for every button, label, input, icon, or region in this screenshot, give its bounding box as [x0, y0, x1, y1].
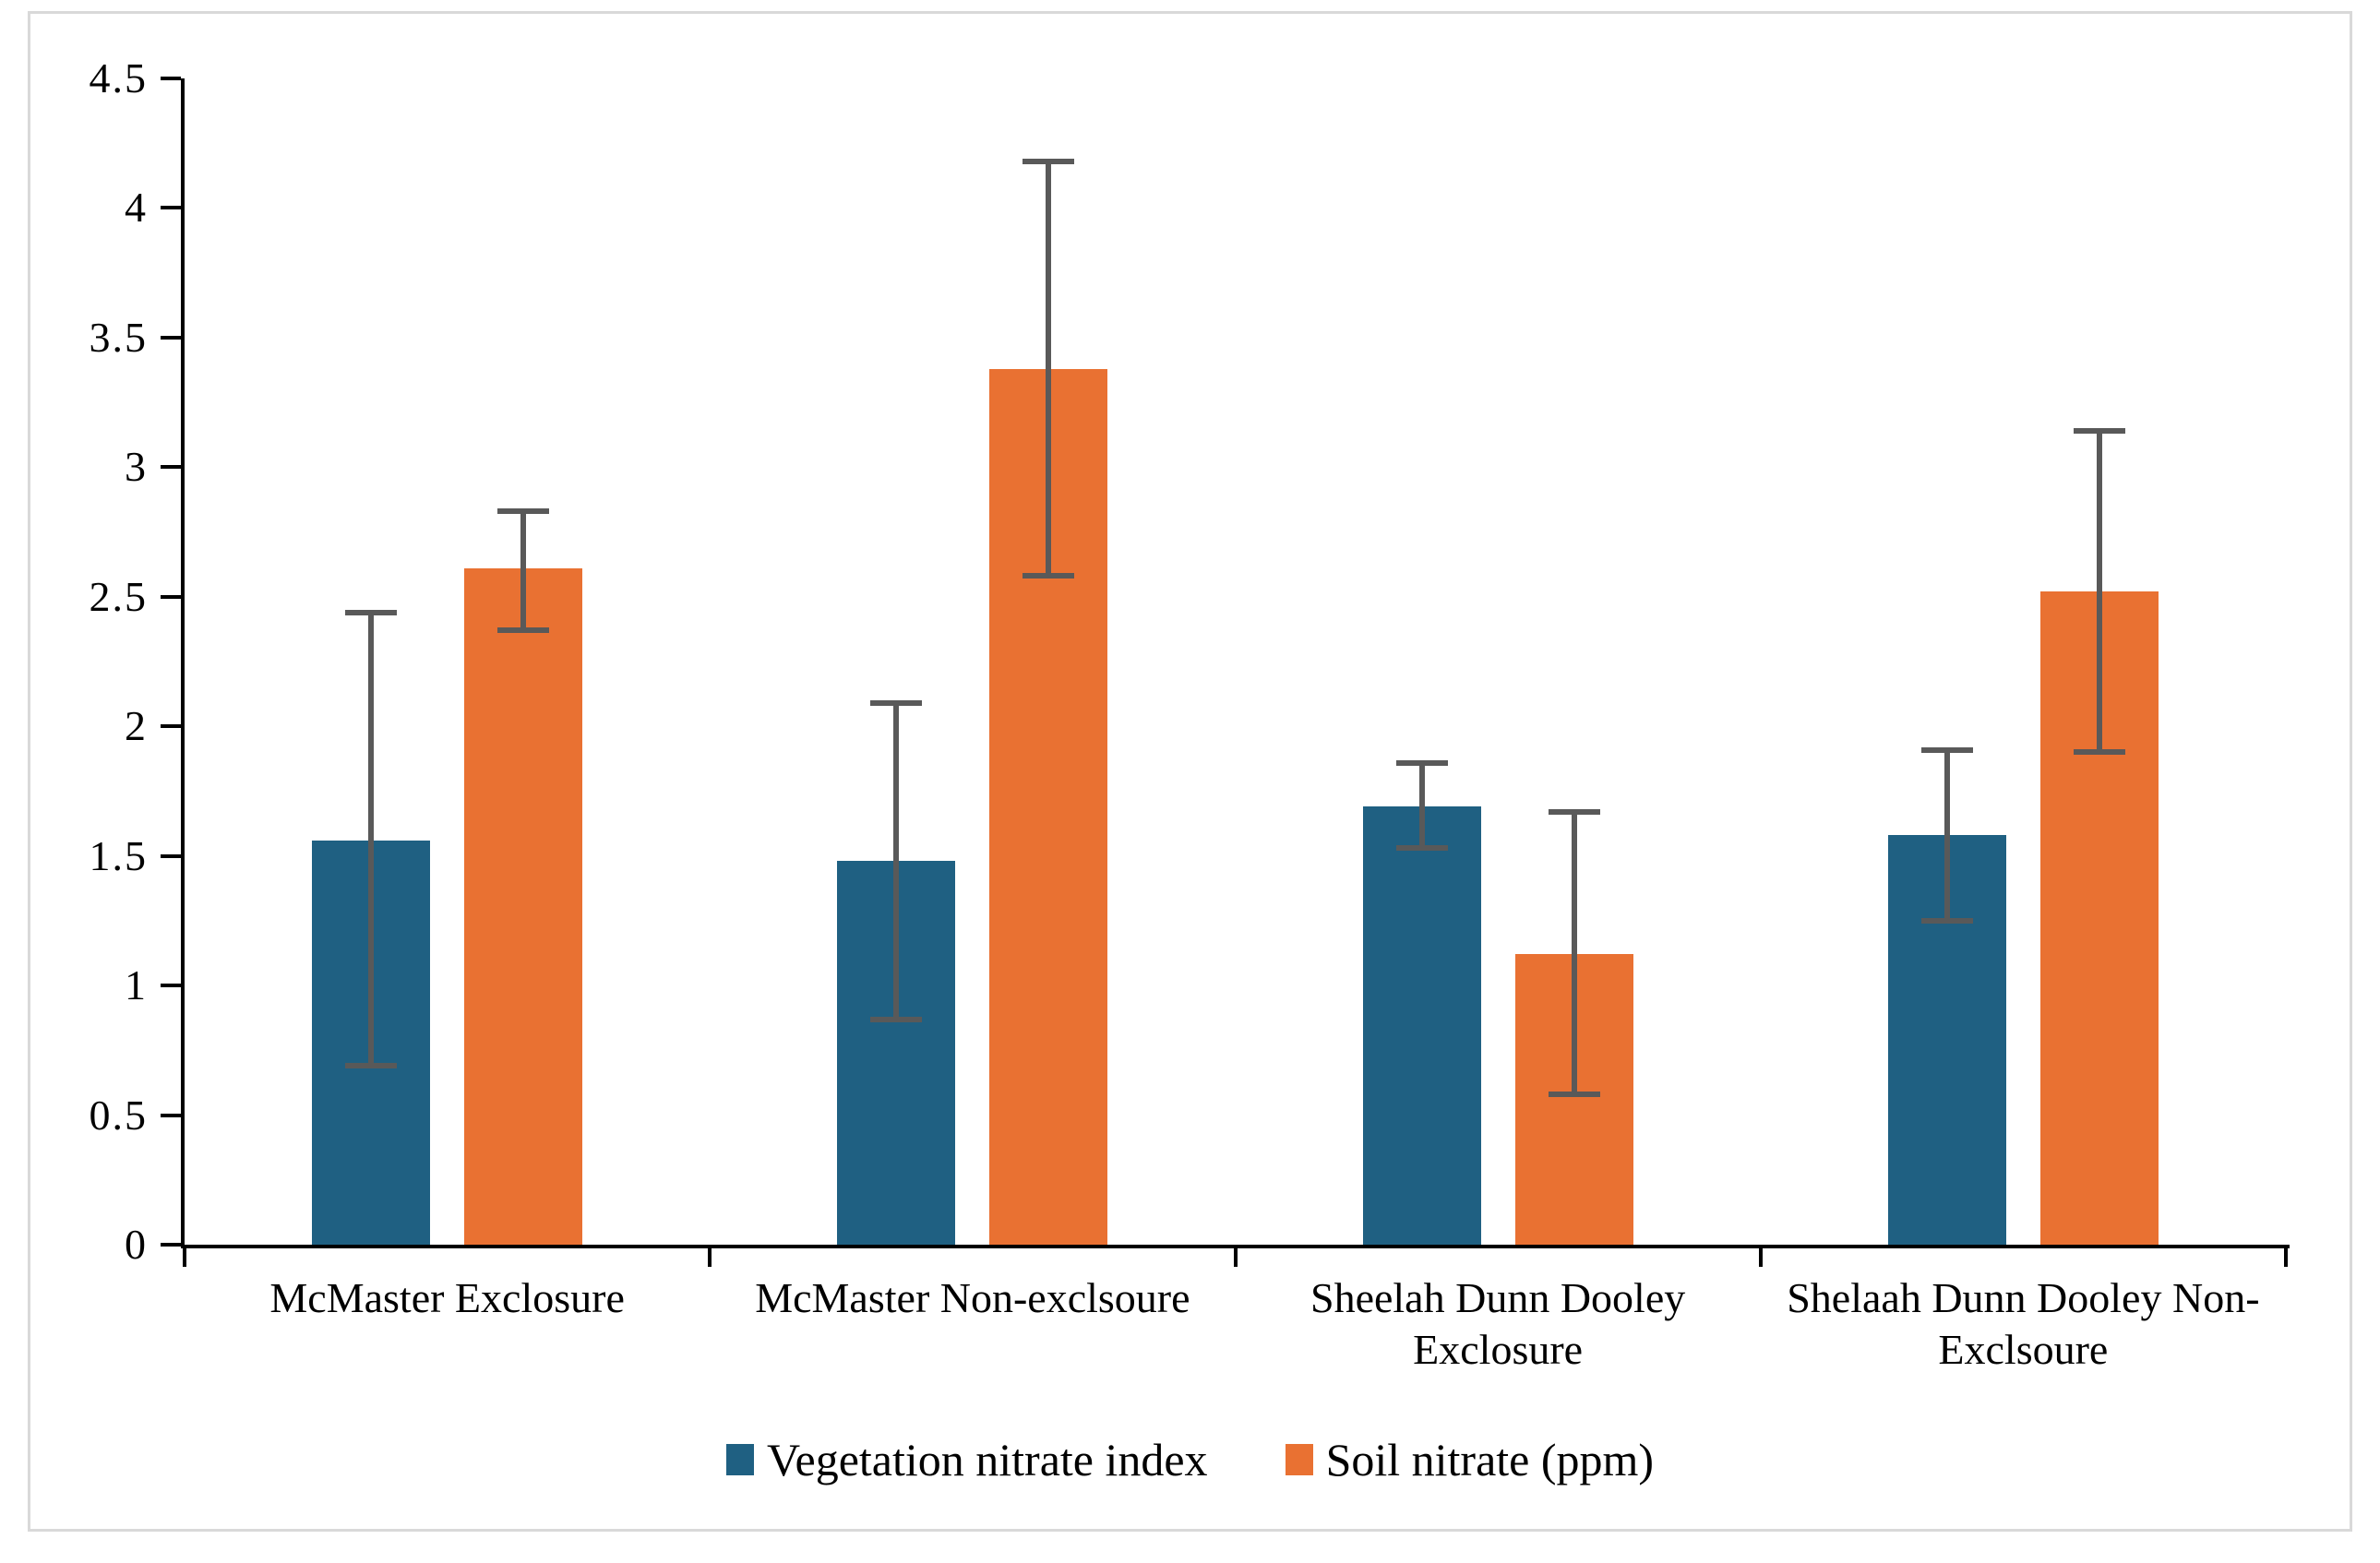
x-axis-tick — [1758, 1245, 1763, 1267]
error-bar-cap-bottom — [1548, 1092, 1600, 1098]
error-bar-line — [2096, 431, 2102, 753]
legend: Vegetation nitrate index Soil nitrate (p… — [0, 1423, 2380, 1497]
bar-vegetation — [1362, 806, 1481, 1245]
y-axis-tick — [161, 984, 181, 988]
category-label: Sheelah Dunn Dooley Exclosure — [1184, 1272, 1812, 1376]
bar-soil — [464, 567, 583, 1245]
error-bar-cap-bottom — [497, 627, 550, 634]
y-axis-tick — [161, 465, 181, 470]
y-axis-tick-label: 0 — [125, 1221, 148, 1268]
error-bar-cap-bottom — [1920, 917, 1973, 924]
error-bar-line — [520, 511, 527, 631]
legend-label-soil: Soil nitrate (ppm) — [1325, 1434, 1655, 1485]
category-label-line: Exclsoure — [1938, 1326, 2109, 1373]
x-axis-tick — [183, 1245, 186, 1267]
y-axis-tick — [161, 1113, 181, 1117]
category-label: McMaster Exclosure — [134, 1272, 761, 1324]
error-bar-line — [1046, 161, 1052, 577]
error-bar-cap-bottom — [345, 1063, 398, 1069]
error-bar-cap-top — [2073, 428, 2125, 434]
y-axis-tick — [161, 1243, 181, 1247]
y-axis-tick-label: 0.5 — [89, 1091, 148, 1139]
error-bar-cap-bottom — [870, 1016, 923, 1022]
chart-frame — [28, 11, 2352, 1532]
error-bar-cap-top — [1395, 759, 1448, 766]
y-axis — [181, 78, 185, 1248]
legend-swatch-soil — [1285, 1444, 1313, 1475]
legend-item-soil: Soil nitrate (ppm) — [1285, 1432, 1655, 1487]
legend-label-vegetation: Vegetation nitrate index — [766, 1434, 1208, 1485]
category-label: McMaster Non-exclsoure — [659, 1272, 1286, 1324]
error-bar-line — [1418, 762, 1425, 849]
y-axis-tick-label: 4.5 — [89, 54, 148, 101]
error-bar-cap-top — [1548, 808, 1600, 815]
category-label-line: Shelaah Dunn Dooley Non- — [1787, 1274, 2260, 1321]
category-label-line: Sheelah Dunn Dooley — [1310, 1274, 1686, 1321]
x-axis-tick — [2284, 1245, 2288, 1267]
category-label-line: McMaster Non-exclsoure — [755, 1274, 1190, 1321]
x-axis-tick — [1233, 1245, 1238, 1267]
error-bar-cap-bottom — [1023, 573, 1075, 579]
error-bar-line — [1571, 811, 1577, 1095]
error-bar-cap-bottom — [1395, 845, 1448, 852]
y-axis-tick — [161, 335, 181, 340]
y-axis-tick — [161, 206, 181, 210]
category-label-line: Exclosure — [1413, 1326, 1584, 1373]
category-label: Shelaah Dunn Dooley Non- Exclsoure — [1709, 1272, 2337, 1376]
y-axis-tick-label: 2.5 — [89, 572, 148, 620]
y-axis-tick-label: 1.5 — [89, 831, 148, 879]
y-axis-tick — [161, 724, 181, 729]
legend-swatch-vegetation — [725, 1444, 754, 1475]
y-axis-tick-label: 3 — [125, 443, 148, 491]
error-bar-cap-bottom — [2073, 749, 2125, 756]
error-bar-cap-top — [1023, 158, 1075, 164]
error-bar-line — [1943, 749, 1950, 921]
error-bar-line — [368, 612, 375, 1067]
y-axis-tick — [161, 594, 181, 599]
error-bar-line — [893, 702, 900, 1020]
legend-item-vegetation: Vegetation nitrate index — [725, 1432, 1208, 1487]
y-axis-tick-label: 3.5 — [89, 313, 148, 361]
error-bar-cap-top — [1920, 746, 1973, 753]
y-axis-tick — [161, 853, 181, 858]
error-bar-cap-top — [870, 699, 923, 706]
error-bar-cap-top — [345, 609, 398, 615]
y-axis-tick-label: 4 — [125, 184, 148, 232]
category-label-line: McMaster Exclosure — [269, 1274, 625, 1321]
x-axis-tick — [708, 1245, 712, 1267]
y-axis-tick-label: 1 — [125, 961, 148, 1009]
y-axis-tick — [161, 77, 181, 80]
error-bar-cap-top — [497, 508, 550, 515]
y-axis-tick-label: 2 — [125, 702, 148, 750]
